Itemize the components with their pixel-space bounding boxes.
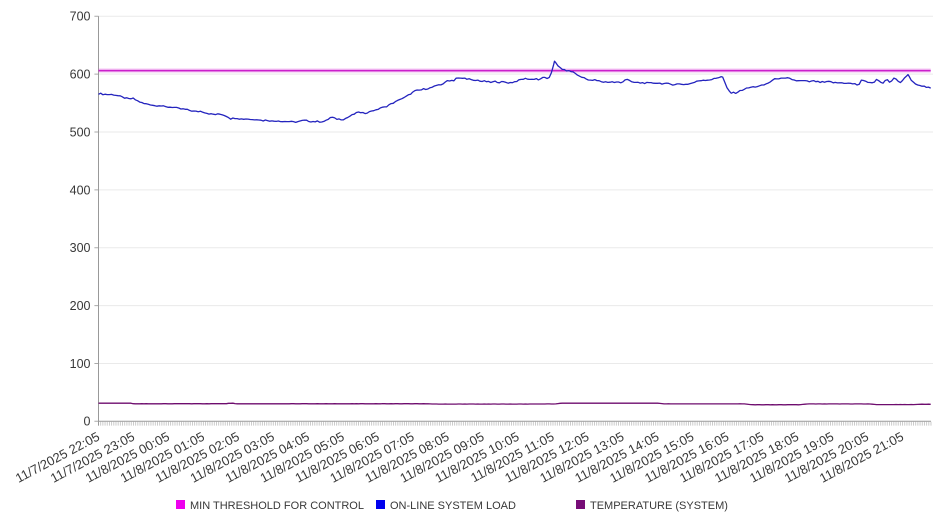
svg-text:TEMPERATURE (SYSTEM): TEMPERATURE (SYSTEM): [590, 500, 728, 512]
svg-text:100: 100: [70, 357, 91, 371]
svg-text:MIN THRESHOLD FOR CONTROL: MIN THRESHOLD FOR CONTROL: [190, 500, 364, 512]
svg-text:ON-LINE SYSTEM LOAD: ON-LINE SYSTEM LOAD: [390, 500, 516, 512]
svg-text:500: 500: [70, 125, 91, 139]
svg-text:600: 600: [70, 68, 91, 82]
svg-text:200: 200: [70, 299, 91, 313]
svg-text:300: 300: [70, 241, 91, 255]
svg-text:0: 0: [84, 415, 91, 429]
svg-text:700: 700: [70, 10, 91, 24]
svg-text:400: 400: [70, 183, 91, 197]
